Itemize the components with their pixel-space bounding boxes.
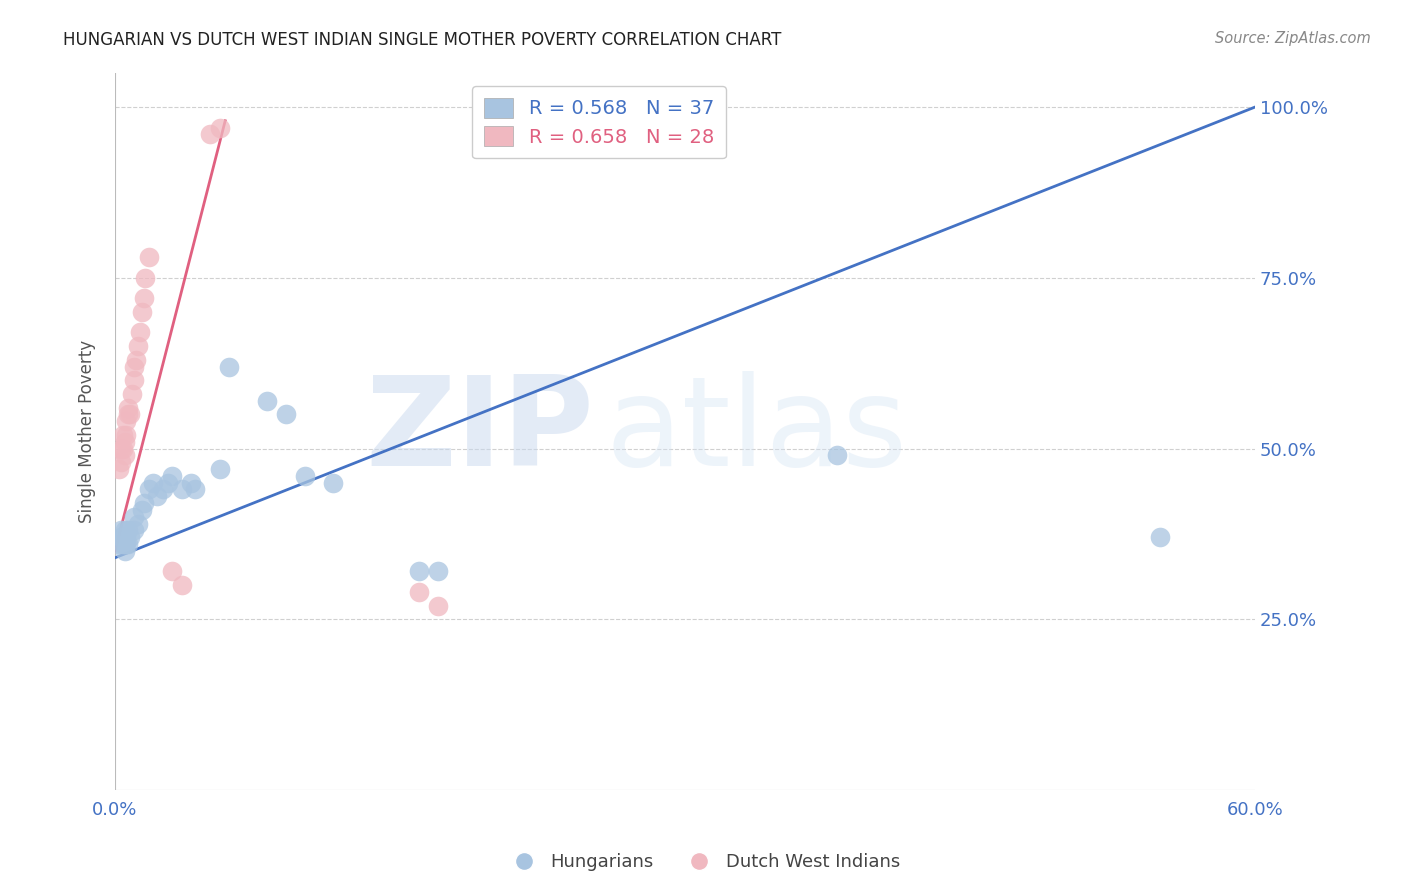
Point xyxy=(125,352,148,367)
Point xyxy=(132,291,155,305)
Point xyxy=(110,530,132,544)
Point xyxy=(294,468,316,483)
Point xyxy=(408,565,430,579)
Point xyxy=(138,483,160,497)
Point xyxy=(208,462,231,476)
Point xyxy=(117,401,139,415)
Point xyxy=(131,305,153,319)
Text: HUNGARIAN VS DUTCH WEST INDIAN SINGLE MOTHER POVERTY CORRELATION CHART: HUNGARIAN VS DUTCH WEST INDIAN SINGLE MO… xyxy=(63,31,782,49)
Point xyxy=(180,475,202,490)
Point xyxy=(115,414,138,428)
Point xyxy=(114,524,136,538)
Point xyxy=(427,599,450,613)
Point xyxy=(114,434,136,449)
Point xyxy=(122,509,145,524)
Point xyxy=(256,393,278,408)
Point xyxy=(115,428,138,442)
Point xyxy=(117,537,139,551)
Point xyxy=(170,483,193,497)
Point xyxy=(427,565,450,579)
Point xyxy=(408,585,430,599)
Point xyxy=(108,462,131,476)
Point xyxy=(114,537,136,551)
Point xyxy=(208,120,231,135)
Point xyxy=(146,489,169,503)
Point xyxy=(115,530,138,544)
Point xyxy=(110,524,132,538)
Point xyxy=(160,565,183,579)
Point xyxy=(134,270,156,285)
Point xyxy=(117,408,139,422)
Point xyxy=(132,496,155,510)
Point xyxy=(157,475,180,490)
Point xyxy=(127,339,149,353)
Point xyxy=(114,544,136,558)
Legend: R = 0.568   N = 37, R = 0.658   N = 28: R = 0.568 N = 37, R = 0.658 N = 28 xyxy=(472,87,725,159)
Point xyxy=(127,516,149,531)
Text: atlas: atlas xyxy=(605,371,907,492)
Point xyxy=(111,537,134,551)
Point xyxy=(120,530,142,544)
Point xyxy=(115,537,138,551)
Y-axis label: Single Mother Poverty: Single Mother Poverty xyxy=(79,340,96,523)
Point xyxy=(122,524,145,538)
Point xyxy=(114,448,136,462)
Point xyxy=(128,326,150,340)
Point xyxy=(152,483,174,497)
Point xyxy=(825,448,848,462)
Point xyxy=(122,373,145,387)
Point xyxy=(110,455,132,469)
Point xyxy=(322,475,344,490)
Point xyxy=(120,408,142,422)
Point xyxy=(122,359,145,374)
Point xyxy=(111,428,134,442)
Point xyxy=(198,128,221,142)
Point xyxy=(111,442,134,456)
Point xyxy=(218,359,240,374)
Point xyxy=(170,578,193,592)
Text: Source: ZipAtlas.com: Source: ZipAtlas.com xyxy=(1215,31,1371,46)
Point xyxy=(160,468,183,483)
Point xyxy=(110,442,132,456)
Point xyxy=(111,530,134,544)
Point xyxy=(138,250,160,264)
Point xyxy=(108,537,131,551)
Point xyxy=(121,387,143,401)
Point xyxy=(274,408,297,422)
Point xyxy=(1149,530,1171,544)
Point xyxy=(184,483,207,497)
Point xyxy=(131,503,153,517)
Legend: Hungarians, Dutch West Indians: Hungarians, Dutch West Indians xyxy=(498,847,908,879)
Point xyxy=(117,524,139,538)
Text: ZIP: ZIP xyxy=(366,371,593,492)
Point xyxy=(142,475,165,490)
